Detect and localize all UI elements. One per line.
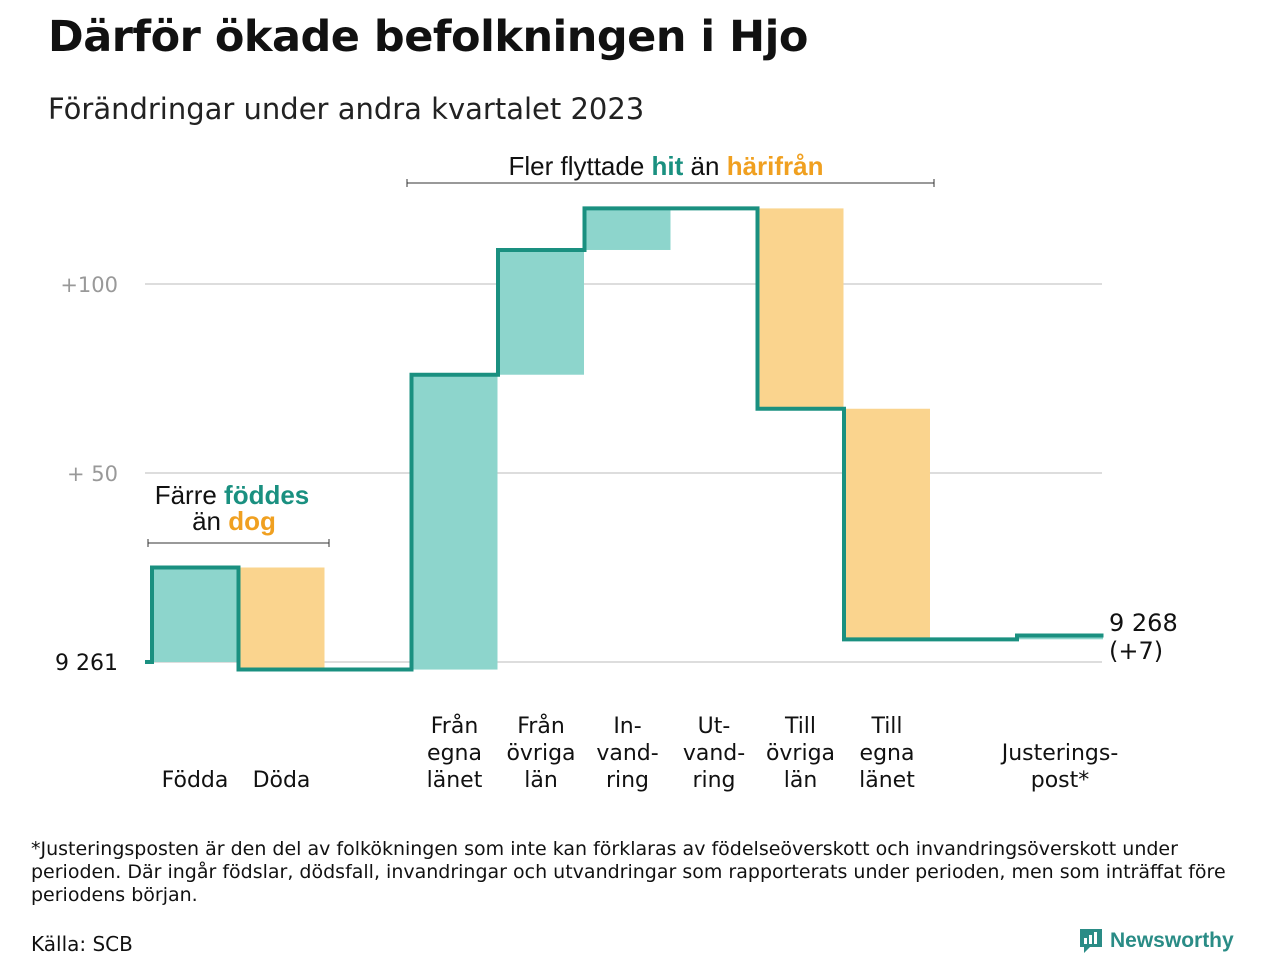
waterfall-bar-3	[411, 374, 498, 670]
newsworthy-logo: Newsworthy	[1078, 927, 1234, 955]
annotation-than-text-2: än	[683, 151, 726, 181]
category-label-6-2: ring	[692, 768, 735, 793]
waterfall-bar-1	[238, 567, 325, 670]
waterfall-bar-0	[152, 567, 238, 662]
category-label-1-0: Döda	[253, 768, 311, 793]
waterfall-bar-8	[844, 408, 930, 640]
category-label-4-1: övriga	[506, 741, 575, 766]
newsworthy-logo-text: Newsworthy	[1110, 929, 1234, 952]
category-label-4-2: län	[524, 768, 558, 793]
end-change-label: (+7)	[1109, 637, 1163, 665]
annotation-fewer-born-text: Färre	[155, 480, 224, 510]
y-tick-label-0: 9 261	[55, 651, 118, 676]
y-tick-label-1: + 50	[67, 462, 118, 486]
annotation-died-highlight: dog	[228, 506, 276, 536]
category-label-5-2: ring	[606, 768, 649, 793]
category-label-3-0: Från	[431, 713, 479, 739]
category-label-7-0: Till	[784, 714, 816, 739]
footnote: *Justeringsposten är den del av folkökni…	[31, 838, 1226, 906]
label-layer: Födda DödaFrånegnalänetFrånövrigalänIn-va…	[162, 713, 1119, 793]
waterfall-bar-7	[757, 208, 844, 409]
category-label-3-2: länet	[427, 768, 483, 793]
source-label: Källa: SCB	[31, 932, 133, 956]
end-value-label: 9 268	[1109, 609, 1178, 637]
category-label-6-1: vand-	[683, 741, 745, 766]
chart-subtitle: Förändringar under andra kvartalet 2023	[48, 92, 645, 126]
waterfall-chart: 9 261+ 50+100 Födda DödaFrånegnalänetFrån…	[55, 151, 1178, 793]
y-tick-label-2: +100	[60, 273, 118, 297]
category-label-4-0: Från	[517, 713, 565, 739]
category-label-7-2: län	[784, 768, 818, 793]
category-label-6-0: Ut-	[698, 714, 731, 739]
category-label-3-1: egna	[427, 741, 482, 766]
category-label-8-2: länet	[859, 768, 915, 793]
category-label-10-1: post*	[1031, 768, 1090, 793]
annotation-moved-text: Fler flyttade	[508, 151, 651, 181]
annotation-born-highlight: föddes	[224, 480, 309, 510]
svg-text:Färre föddes: Färre föddes	[155, 480, 310, 510]
bar-layer	[152, 208, 1103, 670]
birth-death-annotation: Färre föddes än dog	[147, 480, 330, 547]
line-layer	[145, 206, 1104, 672]
waterfall-bar-4	[498, 249, 584, 375]
category-label-8-1: egna	[860, 741, 915, 766]
category-label-8-0: Till	[870, 714, 902, 739]
category-label-5-0: In-	[613, 714, 641, 739]
category-label-0-0: Födda	[162, 768, 229, 793]
svg-text:Fler flyttade hit än härifrån: Fler flyttade hit än härifrån	[508, 151, 823, 181]
category-label-10-0: Justerings-	[1000, 741, 1119, 766]
category-label-7-1: övriga	[766, 741, 835, 766]
migration-annotation: Fler flyttade hit än härifrån	[406, 151, 935, 187]
annotation-than-text: än	[192, 506, 228, 536]
waterfall-bar-5	[584, 208, 671, 250]
chart-title: Därför ökade befolkningen i Hjo	[48, 12, 808, 62]
newsworthy-logo-icon	[1080, 929, 1102, 953]
annotation-from-here-highlight: härifrån	[727, 151, 824, 181]
cumulative-step-line	[145, 206, 1104, 672]
category-label-5-1: vand-	[596, 741, 658, 766]
annotation-here-highlight: hit	[652, 151, 684, 181]
svg-text:än dog: än dog	[192, 506, 276, 536]
